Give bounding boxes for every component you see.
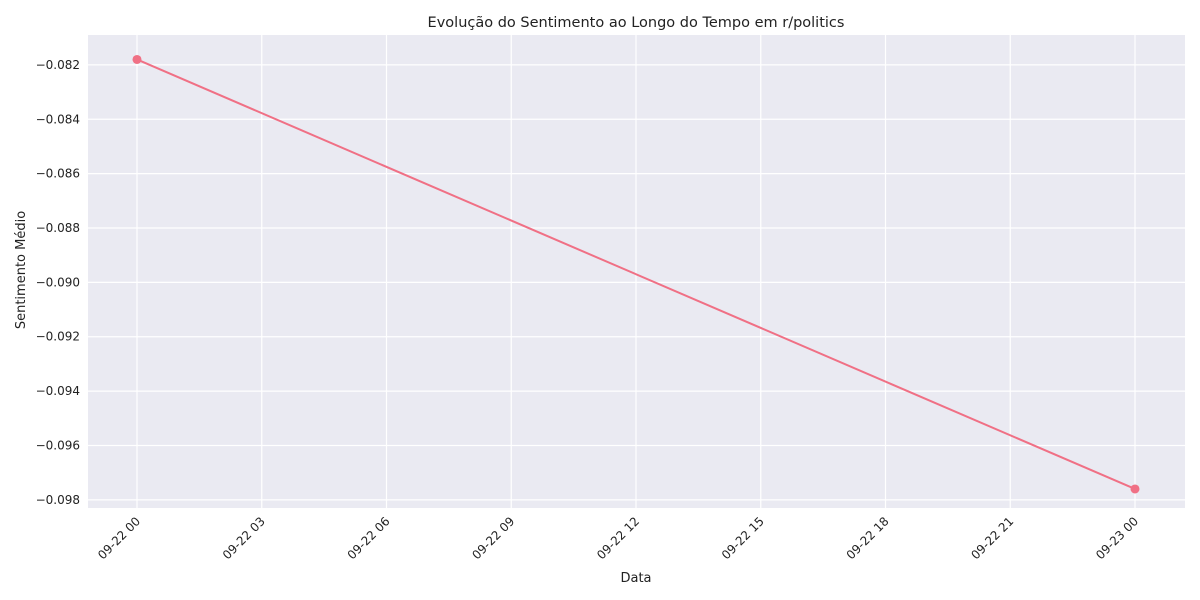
chart-title: Evolução do Sentimento ao Longo do Tempo… — [428, 15, 845, 31]
data-point — [132, 54, 142, 64]
x-tick-label: 09-22 03 — [220, 514, 268, 562]
y-tick-label: −0.092 — [36, 330, 80, 344]
y-tick-label: −0.084 — [36, 112, 80, 126]
x-axis-label: Data — [620, 571, 651, 586]
y-tick-label: −0.094 — [36, 384, 80, 398]
grid-lines — [88, 35, 1185, 508]
x-tick-label: 09-22 00 — [95, 514, 143, 562]
series-layer — [132, 54, 1140, 494]
y-axis-ticks: −0.082 −0.084 −0.086 −0.088 −0.090 −0.092 −0.0… — [36, 58, 80, 507]
x-tick-label: 09-22 12 — [594, 514, 642, 562]
x-tick-label: 09-22 21 — [968, 514, 1016, 562]
x-tick-label: 09-23 00 — [1093, 514, 1141, 562]
y-tick-label: −0.082 — [36, 58, 80, 72]
y-tick-label: −0.086 — [36, 167, 80, 181]
series-line — [136, 58, 1136, 490]
x-tick-label: 09-22 09 — [469, 514, 517, 562]
x-tick-label: 09-22 06 — [345, 514, 393, 562]
y-tick-label: −0.088 — [36, 221, 80, 235]
x-axis-ticks: 09-22 00 09-22 03 09-22 06 09-22 09 09-22 12… — [95, 514, 1141, 562]
x-tick-label: 09-22 18 — [844, 514, 892, 562]
y-tick-label: −0.096 — [36, 438, 80, 452]
x-tick-label: 09-22 15 — [719, 514, 767, 562]
y-axis-label: Sentimento Médio — [14, 211, 29, 329]
y-tick-label: −0.098 — [36, 493, 80, 507]
y-tick-label: −0.090 — [36, 275, 80, 289]
data-point — [1130, 484, 1140, 494]
